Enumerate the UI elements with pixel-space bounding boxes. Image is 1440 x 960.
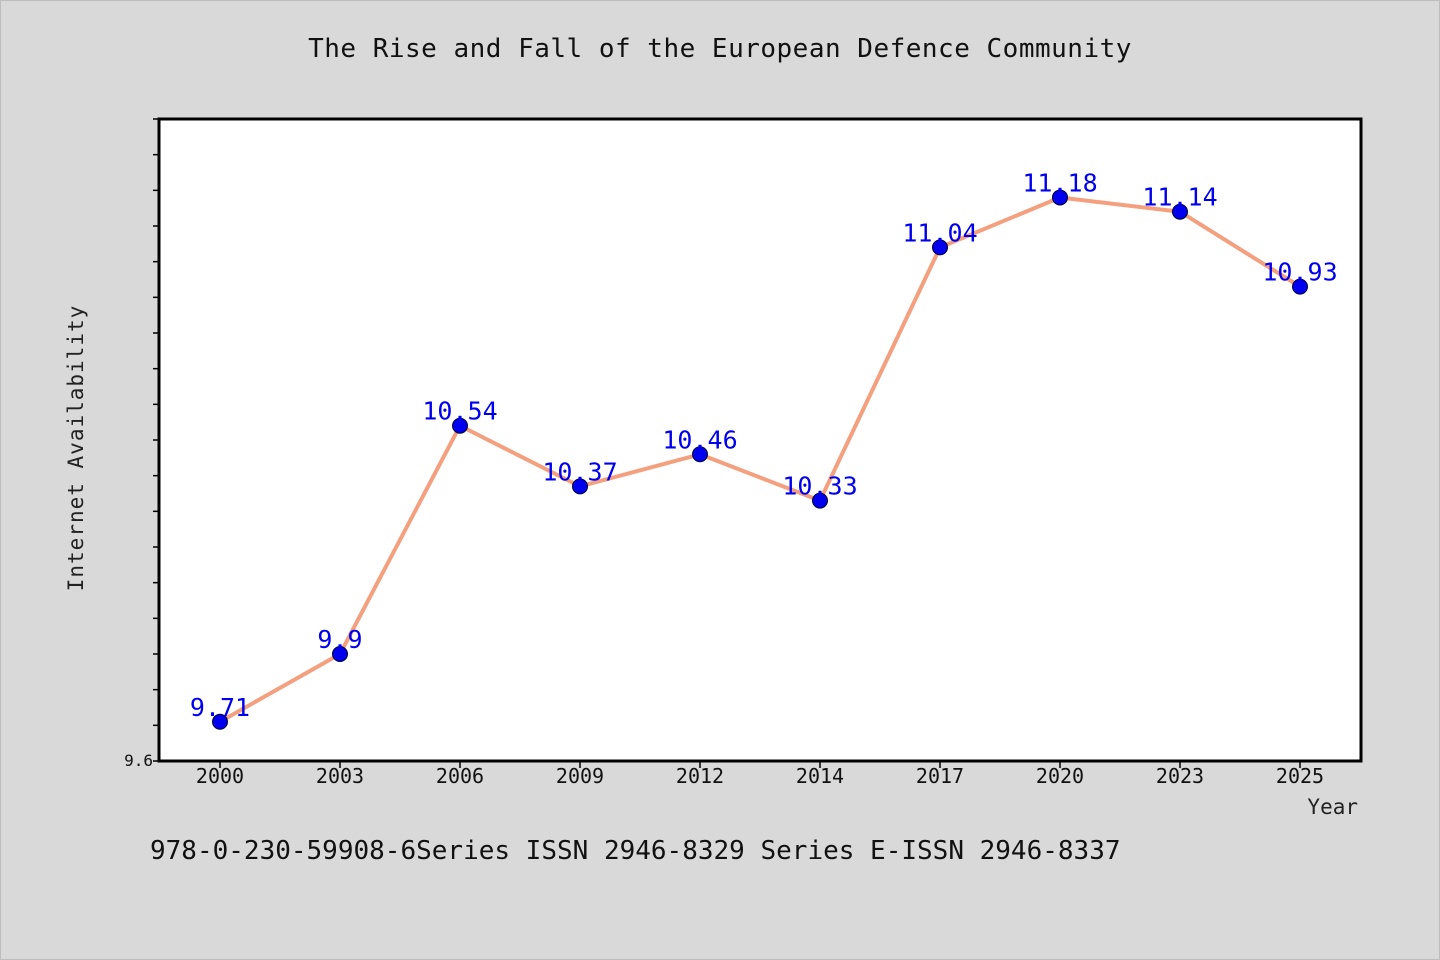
data-label-2020: 11.18 <box>1022 168 1097 197</box>
data-markers <box>212 189 1308 730</box>
x-tick-label-2012: 2012 <box>676 764 724 788</box>
data-label-2000: 9.71 <box>190 693 250 722</box>
chart-title: The Rise and Fall of the European Defenc… <box>308 34 1132 64</box>
x-tick-label-2023: 2023 <box>1156 764 1204 788</box>
plot-area <box>157 117 1363 763</box>
data-point-2012 <box>692 446 708 463</box>
y-tick-label-0: 9.6 <box>124 751 153 770</box>
data-label-2012: 10.46 <box>662 425 737 454</box>
y-axis-tick-labels: 9.6 <box>124 751 153 770</box>
data-point-2014 <box>812 492 828 509</box>
data-labels: 9.71 9.9 10.54 10.37 10.46 10.33 11.04 11.18 11.… <box>190 168 1338 721</box>
data-point-2025 <box>1292 278 1308 295</box>
data-label-2014: 10.33 <box>782 472 857 501</box>
x-axis-tick-labels: 2000 2003 2006 2009 2012 2014 2017 2020 2023 2025 <box>196 764 1324 788</box>
data-point-2000 <box>212 713 228 730</box>
data-label-2025: 10.93 <box>1262 258 1337 287</box>
data-point-2006 <box>452 417 468 434</box>
series-line <box>219 195 1302 724</box>
data-point-2003 <box>332 646 348 662</box>
x-tick-label-2009: 2009 <box>556 764 604 788</box>
data-label-2023: 11.14 <box>1142 183 1217 212</box>
data-label-2009: 10.37 <box>542 457 617 486</box>
x-tick-label-2006: 2006 <box>436 764 484 788</box>
x-tick-label-2014: 2014 <box>796 764 844 788</box>
data-label-2006: 10.54 <box>422 397 497 426</box>
data-point-2023 <box>1172 203 1188 220</box>
x-tick-label-2025: 2025 <box>1276 764 1324 788</box>
data-point-2017 <box>932 239 948 256</box>
y-axis-ticks <box>153 118 159 762</box>
data-label-2017: 11.04 <box>902 218 977 247</box>
x-axis-label: Year <box>1307 795 1358 819</box>
x-tick-label-2017: 2017 <box>916 764 964 788</box>
x-tick-label-2003: 2003 <box>316 764 364 788</box>
data-label-2003: 9.9 <box>317 625 362 654</box>
y-axis-label: Internet Availability <box>64 304 88 592</box>
x-tick-label-2020: 2020 <box>1036 764 1084 788</box>
footer-isbn-text: 978-0-230-59908-6Series ISSN 2946-8329 S… <box>150 836 1121 866</box>
x-axis-ticks <box>219 761 1301 768</box>
x-tick-label-2000: 2000 <box>196 764 244 788</box>
data-point-2020 <box>1052 189 1068 206</box>
data-point-2009 <box>572 478 588 495</box>
